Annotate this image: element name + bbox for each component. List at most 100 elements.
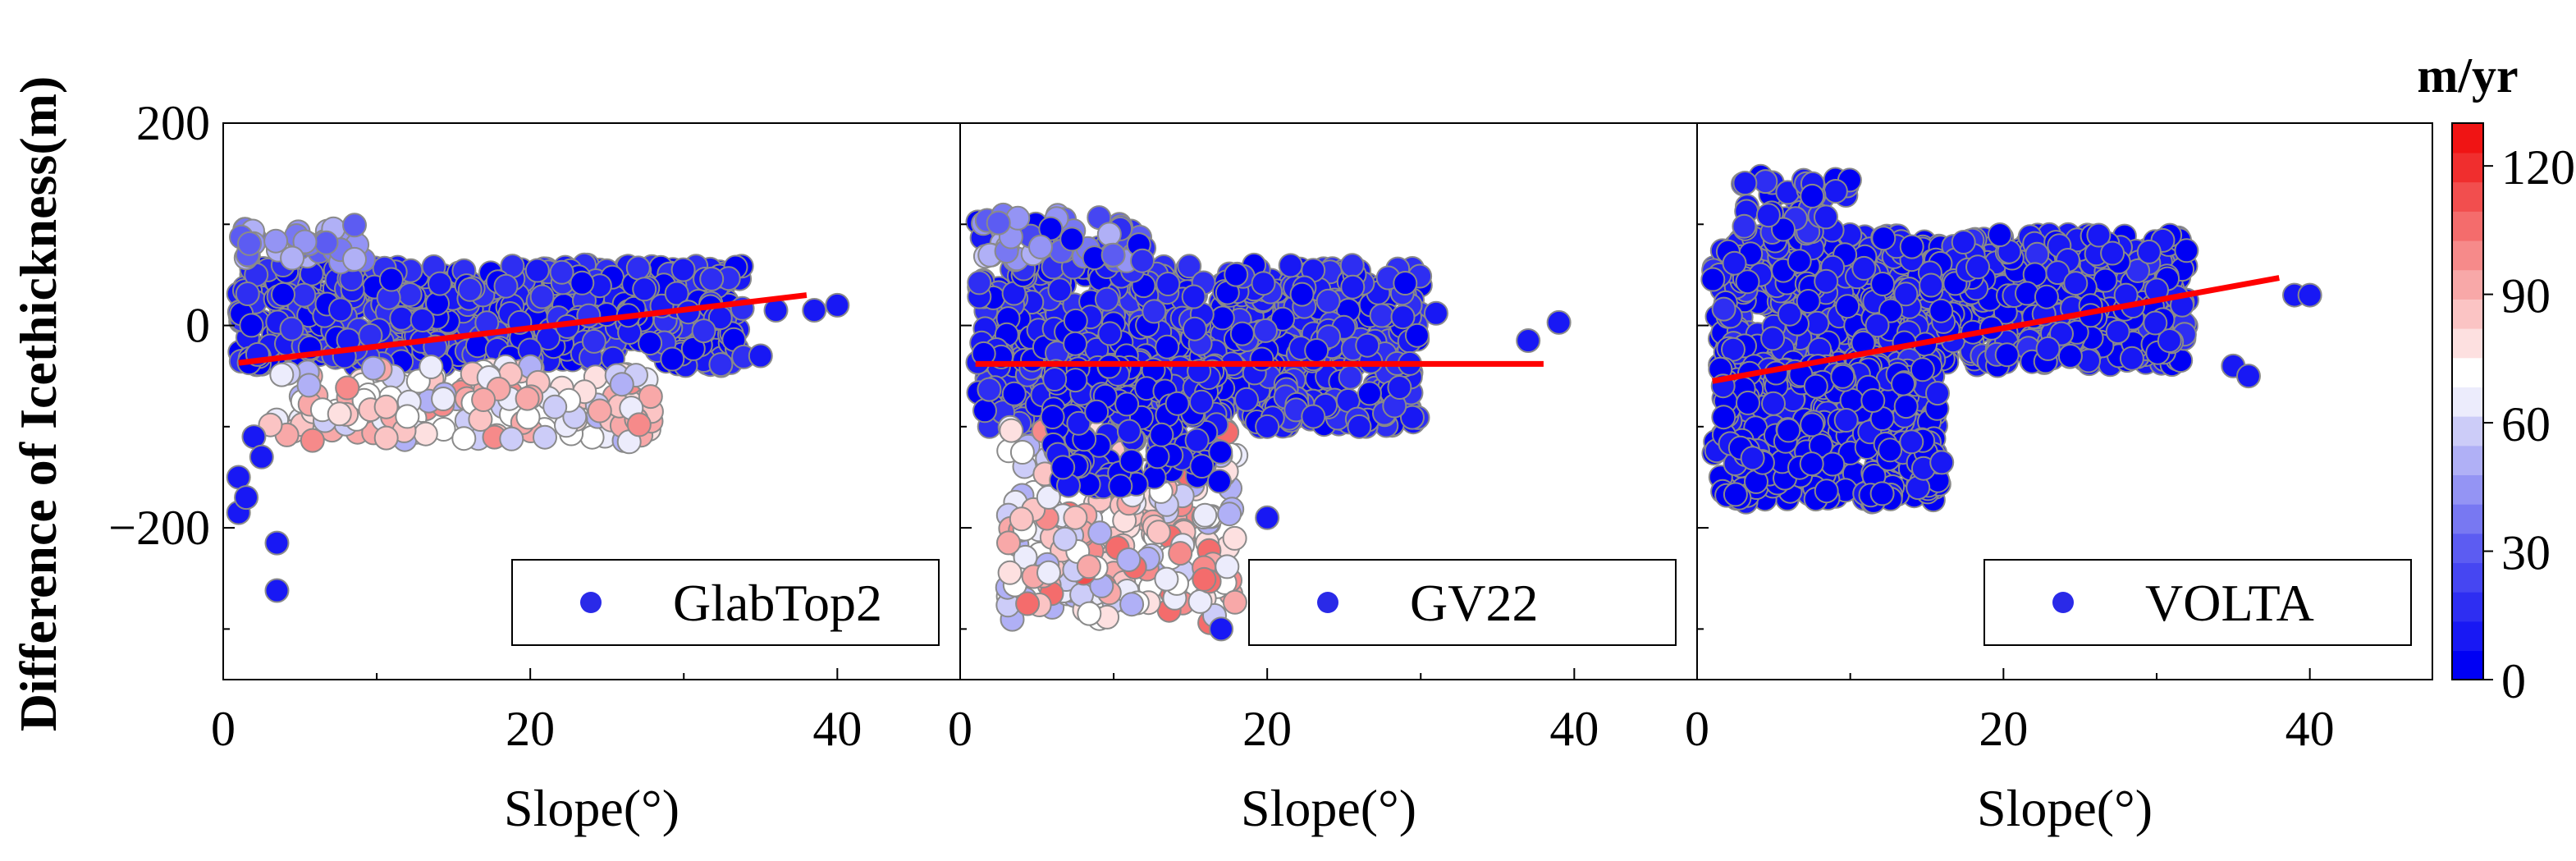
panel-gv22: 0 20 40 Slope(°) GV22 — [948, 122, 1698, 837]
data-point — [235, 282, 260, 306]
colorbar-segment — [2452, 327, 2483, 359]
data-point — [1893, 282, 1919, 307]
data-point — [2236, 364, 2261, 389]
data-point — [1168, 541, 1193, 566]
data-point — [1820, 451, 1846, 477]
data-point — [1130, 248, 1155, 273]
data-point — [1777, 301, 1802, 327]
data-point — [1206, 469, 1232, 494]
legend-marker — [1317, 592, 1338, 613]
data-point — [1177, 254, 1202, 279]
data-point — [1516, 328, 1541, 354]
data-point — [1229, 321, 1255, 346]
data-point — [999, 418, 1024, 443]
data-point — [1063, 368, 1088, 393]
data-point — [499, 426, 524, 451]
data-point — [419, 355, 444, 379]
data-point — [264, 530, 290, 556]
data-point — [1830, 364, 1855, 389]
x-tick-label: 0 — [1685, 702, 1709, 756]
fit-line — [1712, 275, 2280, 384]
data-point — [457, 277, 483, 302]
data-point — [1047, 277, 1073, 303]
data-point — [1251, 271, 1276, 296]
data-point — [413, 421, 438, 447]
data-point — [1760, 326, 1786, 351]
data-point — [451, 426, 477, 451]
data-point — [279, 316, 304, 341]
data-point — [431, 387, 456, 411]
colorbar-segment — [2452, 562, 2483, 593]
scatter-points — [965, 202, 1572, 642]
panel-glabtop2: 0 20 40 −200 0 200 Slope(°) GlabTop2 — [108, 96, 961, 837]
y-axis-label: Difference of Icethickness(m) — [9, 76, 67, 732]
data-point — [2157, 328, 2182, 353]
data-point — [493, 273, 519, 299]
data-point — [1192, 502, 1218, 528]
data-point — [389, 305, 414, 331]
data-point — [1100, 242, 1126, 268]
data-point — [1869, 481, 1895, 506]
data-point — [1338, 364, 1363, 390]
data-point — [626, 412, 652, 437]
data-point — [249, 444, 274, 469]
data-point — [410, 308, 435, 332]
colorbar-segment — [2452, 299, 2483, 329]
data-point — [1063, 308, 1088, 333]
data-point — [397, 282, 423, 307]
data-point — [1796, 289, 1821, 314]
data-point — [1722, 250, 1747, 276]
data-point — [1339, 253, 1365, 278]
legend: GlabTop2 — [511, 559, 940, 646]
colorbar-tick-label: 0 — [2501, 654, 2526, 708]
data-point — [1028, 234, 1053, 259]
data-point — [258, 412, 283, 437]
data-point — [1217, 501, 1242, 527]
data-point — [1929, 298, 1954, 323]
legend-label: GV22 — [1410, 574, 1538, 632]
data-point — [1753, 169, 1778, 195]
data-point — [660, 346, 685, 372]
data-point — [292, 229, 318, 254]
data-point — [2174, 238, 2199, 263]
colorbar-segment — [2452, 503, 2483, 534]
x-tick-label: 0 — [211, 702, 236, 756]
data-point — [2105, 319, 2130, 345]
data-point — [1340, 274, 1366, 300]
colorbar-segment — [2452, 357, 2483, 387]
colorbar-tick-label: 60 — [2501, 397, 2551, 451]
data-point — [1249, 346, 1274, 372]
data-point — [570, 270, 595, 295]
data-point — [1803, 373, 1828, 399]
data-point — [1142, 299, 1167, 324]
data-point — [670, 257, 696, 282]
x-axis-label: Slope(°) — [504, 779, 679, 837]
data-point — [1771, 217, 1796, 242]
legend-label: GlabTop2 — [673, 574, 882, 632]
data-point — [1119, 448, 1144, 474]
data-point — [1076, 554, 1101, 579]
data-point — [2025, 241, 2050, 267]
data-point — [1182, 316, 1207, 341]
data-point — [1315, 288, 1341, 314]
data-point — [280, 245, 305, 271]
data-point — [638, 331, 663, 356]
data-point — [1001, 381, 1027, 406]
data-point — [1814, 204, 1838, 230]
colorbar-title: m/yr — [2417, 48, 2518, 103]
data-point — [313, 230, 339, 255]
data-point — [1208, 439, 1233, 465]
data-point — [1234, 387, 1259, 412]
x-tick-label: 20 — [1979, 702, 2028, 756]
data-point — [269, 362, 295, 387]
legend-label: VOLTA — [2145, 574, 2314, 632]
x-tick-label: 20 — [1242, 702, 1292, 756]
data-point — [1116, 547, 1142, 572]
data-point — [328, 297, 353, 323]
data-point — [1155, 334, 1180, 360]
data-point — [234, 485, 259, 511]
data-point — [1119, 592, 1145, 617]
data-point — [378, 267, 404, 292]
data-point — [524, 258, 550, 283]
data-point — [1063, 331, 1088, 356]
